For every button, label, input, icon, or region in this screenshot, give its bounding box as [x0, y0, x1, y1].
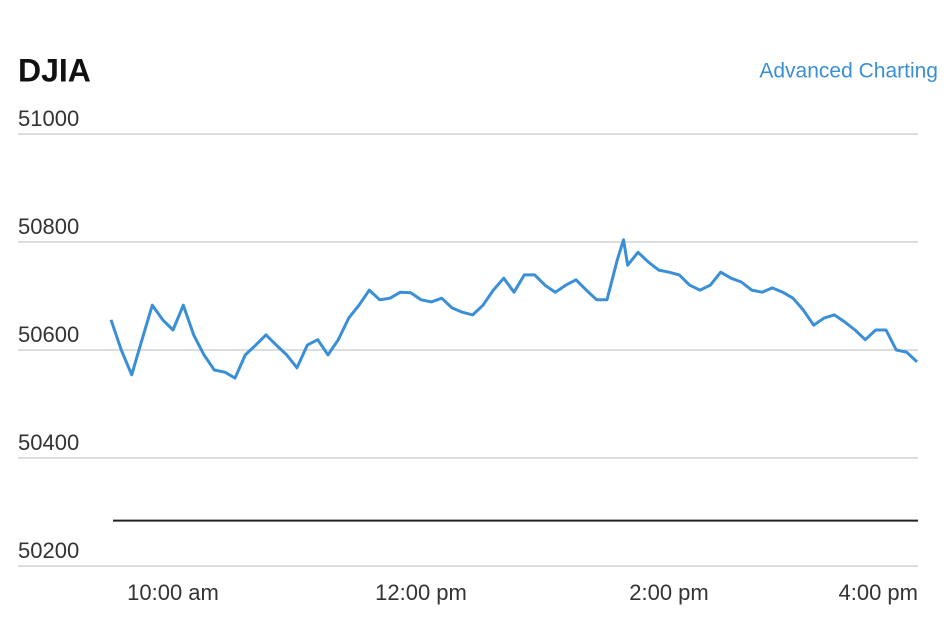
price-line	[109, 238, 919, 380]
y-tick-label: 50200	[18, 538, 79, 563]
x-tick-label: 4:00 pm	[839, 580, 919, 605]
advanced-charting-link[interactable]: Advanced Charting	[759, 60, 938, 83]
y-tick-label: 50800	[18, 214, 79, 239]
x-tick-label: 2:00 pm	[629, 580, 709, 605]
x-tick-label: 12:00 pm	[375, 580, 467, 605]
y-tick-label: 51000	[18, 106, 79, 131]
y-tick-label: 50600	[18, 322, 79, 347]
x-tick-label: 10:00 am	[127, 580, 219, 605]
y-tick-label: 50400	[18, 430, 79, 455]
chart-title: DJIA	[18, 52, 91, 88]
